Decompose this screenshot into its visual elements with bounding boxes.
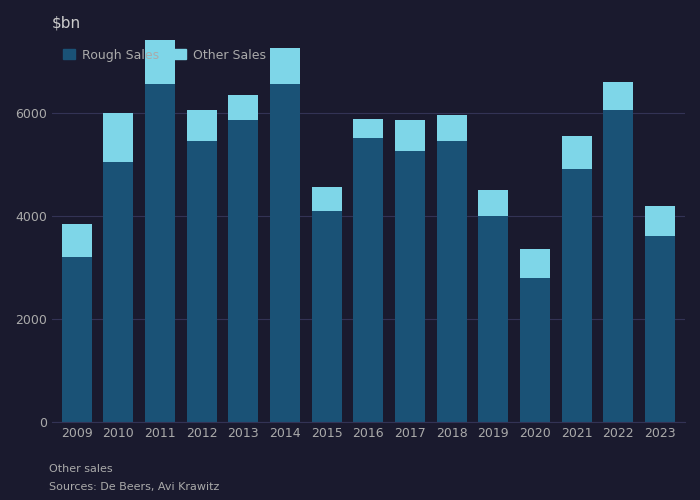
Bar	[312, 210, 342, 422]
Bar	[187, 110, 217, 141]
Bar	[228, 94, 258, 120]
Text: Other sales: Other sales	[49, 464, 113, 474]
Bar	[354, 138, 384, 422]
Bar	[187, 141, 217, 422]
Text: Sources: De Beers, Avi Krawitz: Sources: De Beers, Avi Krawitz	[49, 482, 219, 492]
Bar	[270, 84, 300, 422]
Bar	[520, 278, 550, 422]
Bar	[520, 250, 550, 278]
Bar	[645, 236, 675, 422]
Text: $bn: $bn	[52, 15, 81, 30]
Bar	[354, 119, 384, 139]
Bar	[312, 188, 342, 210]
Bar	[270, 48, 300, 84]
Bar	[62, 224, 92, 257]
Bar	[228, 120, 258, 422]
Bar	[62, 257, 92, 422]
Bar	[104, 112, 134, 162]
Bar	[645, 206, 675, 236]
Legend: Rough Sales, Other Sales: Rough Sales, Other Sales	[58, 44, 271, 66]
Bar	[437, 116, 467, 141]
Bar	[145, 84, 175, 422]
Bar	[145, 40, 175, 84]
Bar	[478, 190, 508, 216]
Bar	[561, 136, 591, 170]
Bar	[603, 82, 634, 110]
Bar	[104, 162, 134, 422]
Bar	[395, 152, 425, 422]
Bar	[478, 216, 508, 422]
Bar	[603, 110, 634, 422]
Bar	[561, 170, 591, 422]
Bar	[437, 141, 467, 422]
Bar	[395, 120, 425, 152]
